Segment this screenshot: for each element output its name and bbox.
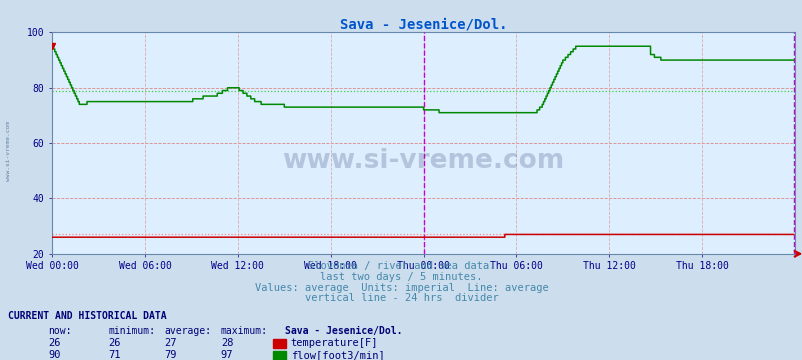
Text: 26: 26: [48, 338, 61, 348]
Text: now:: now:: [48, 326, 71, 336]
Text: flow[foot3/min]: flow[foot3/min]: [290, 350, 384, 360]
Text: 97: 97: [221, 350, 233, 360]
Text: average:: average:: [164, 326, 212, 336]
Text: 71: 71: [108, 350, 121, 360]
Text: vertical line - 24 hrs  divider: vertical line - 24 hrs divider: [304, 293, 498, 303]
Text: 28: 28: [221, 338, 233, 348]
Title: Sava - Jesenice/Dol.: Sava - Jesenice/Dol.: [339, 17, 507, 31]
Text: maximum:: maximum:: [221, 326, 268, 336]
Text: 79: 79: [164, 350, 177, 360]
Text: 90: 90: [48, 350, 61, 360]
Text: minimum:: minimum:: [108, 326, 156, 336]
Text: Slovenia / river and sea data.: Slovenia / river and sea data.: [307, 261, 495, 271]
Text: www.si-vreme.com: www.si-vreme.com: [6, 121, 10, 181]
Text: last two days / 5 minutes.: last two days / 5 minutes.: [320, 272, 482, 282]
Text: 27: 27: [164, 338, 177, 348]
Text: 26: 26: [108, 338, 121, 348]
Text: Values: average  Units: imperial  Line: average: Values: average Units: imperial Line: av…: [254, 283, 548, 293]
Text: www.si-vreme.com: www.si-vreme.com: [282, 148, 564, 174]
Text: CURRENT AND HISTORICAL DATA: CURRENT AND HISTORICAL DATA: [8, 311, 167, 321]
Text: temperature[F]: temperature[F]: [290, 338, 378, 348]
Text: Sava - Jesenice/Dol.: Sava - Jesenice/Dol.: [285, 326, 402, 336]
